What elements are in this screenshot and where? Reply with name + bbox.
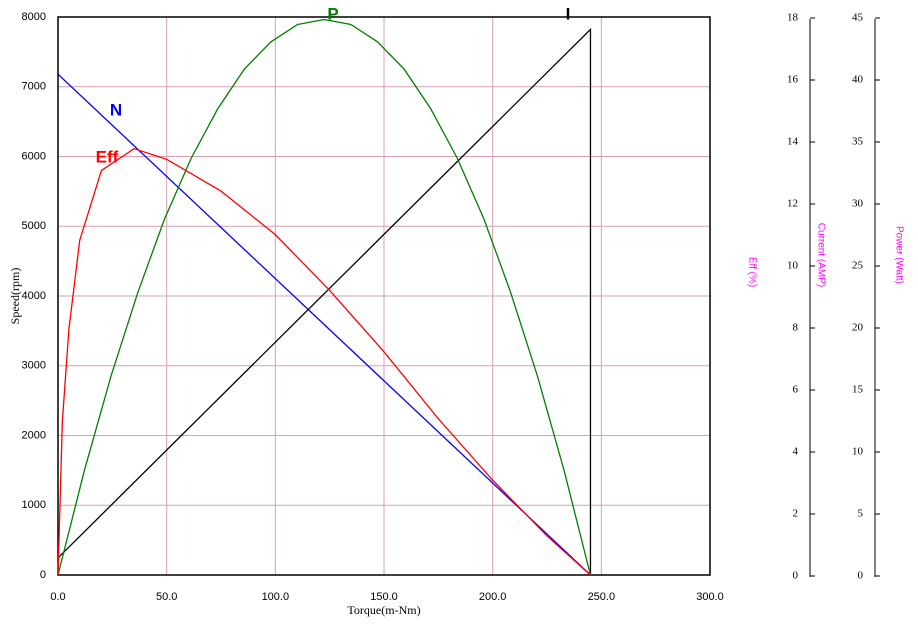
power-tick-label: 30 (852, 198, 864, 210)
y-tick-label: 0 (40, 569, 46, 581)
power-axis-label: Power (Watt) (893, 226, 904, 284)
power-tick-label: 15 (852, 384, 864, 396)
current-tick-label: 16 (787, 74, 799, 86)
x-tick-label: 0.0 (50, 591, 65, 603)
series-line (57, 73, 591, 576)
series-label: N (110, 100, 122, 119)
x-tick-label: 300.0 (696, 591, 724, 603)
eff-axis-label: Eff (%) (746, 257, 757, 287)
power-tick-label: 5 (858, 508, 864, 520)
x-tick-label: 250.0 (588, 591, 616, 603)
y-tick-label: 7000 (22, 81, 46, 93)
current-tick-label: 14 (787, 136, 799, 148)
x-tick-label: 200.0 (479, 591, 507, 603)
power-tick-label: 10 (852, 446, 864, 458)
power-tick-label: 35 (852, 136, 864, 148)
series-line (57, 27, 592, 575)
power-tick-label: 25 (852, 260, 864, 272)
current-axis-label: Current (AMP) (815, 223, 826, 287)
power-tick-label: 45 (852, 12, 864, 24)
series-label: I (566, 4, 571, 23)
y-tick-label: 1000 (22, 499, 46, 511)
x-tick-label: 50.0 (156, 591, 177, 603)
current-tick-label: 2 (793, 508, 799, 520)
current-tick-label: 4 (793, 446, 799, 458)
y-tick-label: 5000 (22, 220, 46, 232)
current-tick-label: 8 (793, 322, 799, 334)
y-tick-label: 6000 (22, 150, 46, 162)
current-tick-label: 12 (787, 198, 798, 210)
power-tick-label: 20 (852, 322, 864, 334)
power-tick-label: 40 (852, 74, 864, 86)
current-tick-label: 6 (793, 384, 799, 396)
plot-frame (57, 16, 711, 576)
series-line (57, 147, 591, 576)
y-axis-label: Speed(rpm) (8, 268, 22, 325)
power-tick-label: 0 (858, 570, 864, 582)
x-tick-label: 150.0 (370, 591, 398, 603)
y-tick-label: 3000 (22, 360, 46, 372)
y-tick-label: 2000 (22, 429, 46, 441)
series-label: Eff (96, 147, 119, 166)
x-axis-label: Torque(m-Nm) (347, 603, 420, 617)
series-line (57, 18, 592, 576)
x-tick-label: 100.0 (262, 591, 290, 603)
current-tick-label: 18 (787, 12, 799, 24)
current-tick-label: 0 (793, 570, 799, 582)
current-tick-label: 10 (787, 260, 799, 272)
y-tick-label: 4000 (22, 290, 46, 302)
series-label: P (327, 4, 338, 23)
y-tick-label: 8000 (22, 11, 46, 23)
